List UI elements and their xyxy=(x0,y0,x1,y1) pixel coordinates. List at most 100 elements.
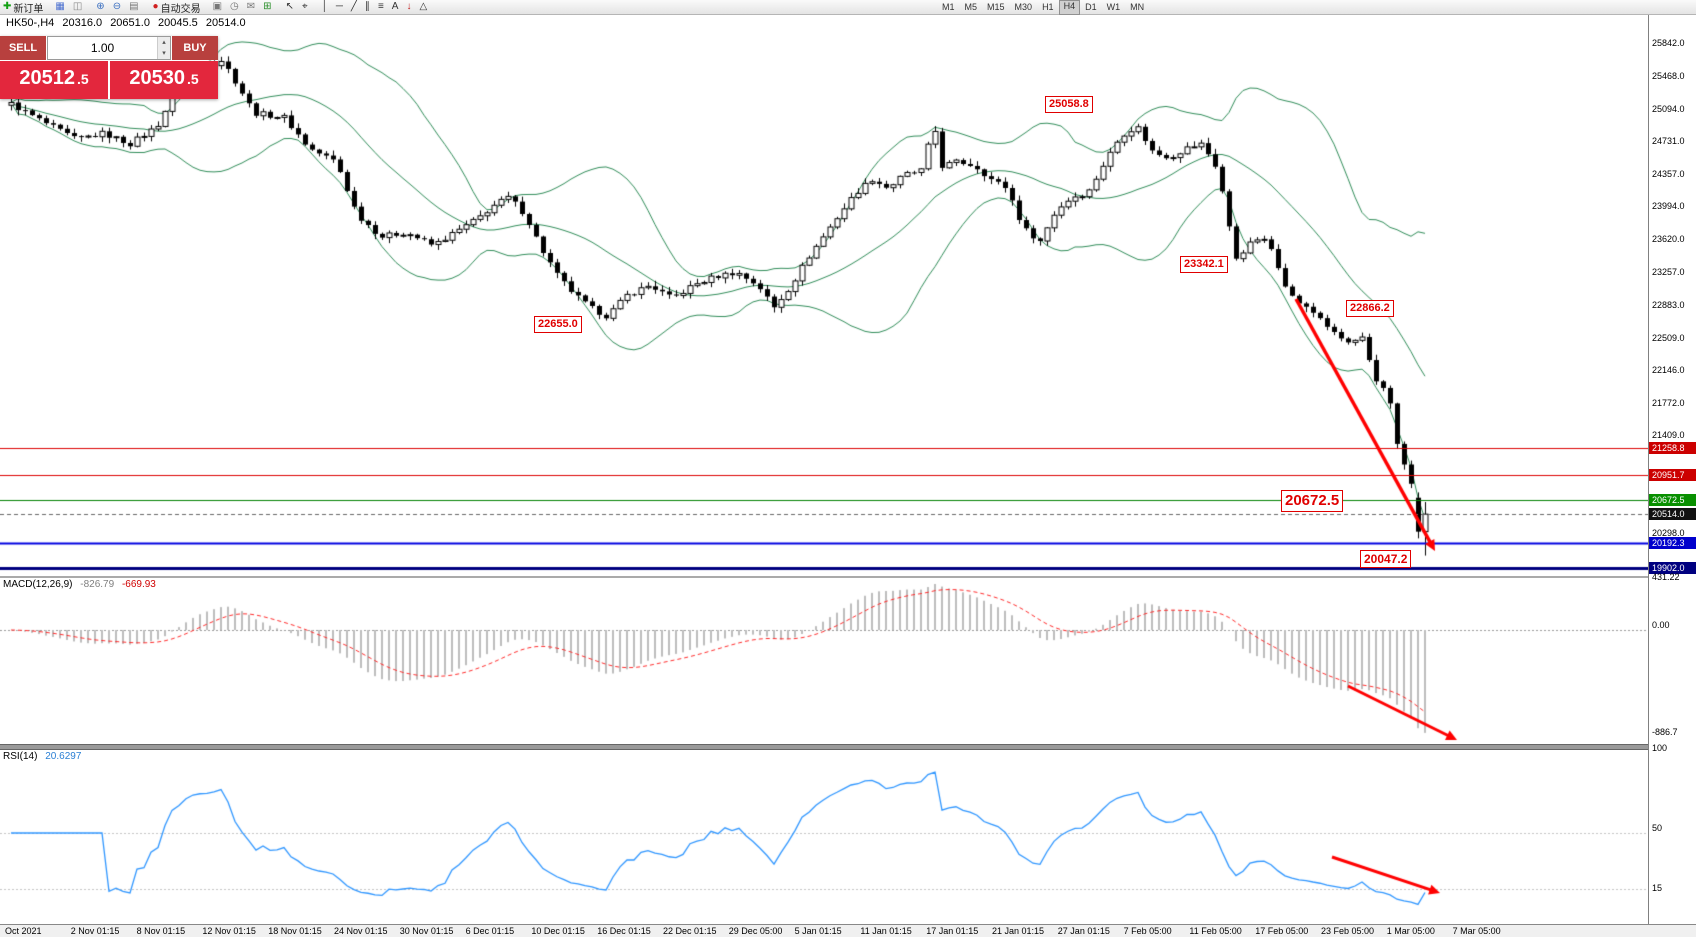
time-axis-label: 22 Dec 01:15 xyxy=(663,926,717,936)
vertical-line-tool[interactable]: │ xyxy=(319,0,333,14)
cursor-tool[interactable]: ↖ xyxy=(283,0,299,14)
tf-button-M1[interactable]: M1 xyxy=(942,1,955,12)
symbol-period: HK50-,H4 xyxy=(6,17,55,29)
toolbar-items: ✚ 新订单 ▦ ◫ ⊕ ⊖ ▤ ● 自动交易 ▣ ◷ ✉ ⊞ ↖ ⌖ │ ─ ╱ ∥ ≡ A ↓ △ xyxy=(0,0,432,15)
new-order-button[interactable]: ✚ 新订单 xyxy=(0,0,46,15)
time-axis-label: 30 Nov 01:15 xyxy=(399,926,454,936)
volume-field[interactable]: 1.00 ▴ ▾ xyxy=(47,36,171,60)
price-axis-tick: 23257.0 xyxy=(1652,266,1685,277)
new-chart-window-button[interactable]: ◫ xyxy=(70,0,87,14)
text-tool[interactable]: A xyxy=(389,0,404,14)
price-axis-tick: 22883.0 xyxy=(1652,299,1685,310)
time-axis-label: 11 Feb 05:00 xyxy=(1189,926,1242,936)
cascade-icon: ▣ xyxy=(212,1,223,12)
trendline-tool[interactable]: ╱ xyxy=(348,0,362,14)
tf-button-M5[interactable]: M5 xyxy=(964,1,978,12)
channel-tool[interactable]: ∥ xyxy=(362,0,375,14)
buy-price-display[interactable]: 20530 .5 xyxy=(110,61,218,99)
time-axis-label: 18 Nov 01:15 xyxy=(268,926,322,936)
ohlc-high: 20651.0 xyxy=(110,17,150,29)
price-tag: 20672.5 xyxy=(1649,494,1696,507)
price-axis-tick: 21409.0 xyxy=(1652,430,1685,440)
crosshair-tool[interactable]: ⌖ xyxy=(299,0,313,14)
horizontal-line-tool[interactable]: ─ xyxy=(333,0,348,14)
add-indicator-button[interactable]: ⊞ xyxy=(260,0,276,14)
time-axis-label: 17 Jan 01:15 xyxy=(926,926,979,936)
macd-axis-label: 0.00 xyxy=(1652,620,1670,630)
tf-button-W1[interactable]: W1 xyxy=(1106,1,1121,12)
price-tag: 20192.3 xyxy=(1649,536,1696,549)
shapes-tool[interactable]: △ xyxy=(416,0,432,14)
macd-label: MACD(12,26,9) -826.79 -669.93 xyxy=(3,579,156,590)
price-axis-tick: 25094.0 xyxy=(1652,104,1685,115)
volume-increase-button[interactable]: ▴ xyxy=(158,37,170,48)
tf-button-H1[interactable]: H1 xyxy=(1042,1,1054,12)
tf-button-MN[interactable]: MN xyxy=(1130,1,1145,12)
rsi-canvas[interactable] xyxy=(0,750,1648,924)
new-order-button-label: 新订单 xyxy=(13,3,44,15)
price-tag: 20514.0 xyxy=(1649,508,1696,521)
macd-name: MACD(12,26,9) xyxy=(3,579,73,590)
time-axis-label: 23 Feb 05:00 xyxy=(1321,926,1375,936)
time-axis-label: 29 Dec 05:00 xyxy=(728,926,783,936)
sell-button[interactable]: SELL xyxy=(0,36,46,60)
price-axis[interactable]: 25842.0 25468.0 25094.0 24731.0 24357.0 23994… xyxy=(1648,14,1696,924)
tf-button-M15[interactable]: M15 xyxy=(987,1,1005,12)
macd-canvas[interactable] xyxy=(0,578,1648,744)
buy-price-main: 20530 xyxy=(129,67,185,89)
zoom-in-button[interactable]: ⊕ xyxy=(93,0,109,14)
autotrading-button-label: 自动交易 xyxy=(160,3,201,15)
plus-icon: ✚ xyxy=(3,1,12,12)
autotrading-button[interactable]: ● 自动交易 xyxy=(150,0,204,15)
zoom-in-icon: ⊕ xyxy=(96,1,105,12)
macd-rsi-separator[interactable] xyxy=(0,744,1648,750)
price-annotation: 20672.5 xyxy=(1281,490,1344,513)
fibonacci-tool[interactable]: ≡ xyxy=(375,0,389,14)
price-annotation: 22655.0 xyxy=(534,316,582,333)
clock-icon: ◷ xyxy=(230,1,239,12)
price-axis-tick: 22146.0 xyxy=(1652,364,1685,375)
time-axis-label: 12 Nov 01:15 xyxy=(202,926,256,936)
price-tag: 21258.8 xyxy=(1649,442,1696,455)
price-axis-tick: 23994.0 xyxy=(1652,201,1685,212)
chart-macd-separator[interactable] xyxy=(0,576,1648,578)
price-tag: 20951.7 xyxy=(1649,469,1696,482)
time-axis[interactable]: Oct 2021 2 Nov 01:15 8 Nov 01:15 12 Nov 01:… xyxy=(0,924,1696,937)
macd-value-main: -826.79 xyxy=(80,579,115,590)
zoom-out-button[interactable]: ⊖ xyxy=(110,0,126,14)
plus-chart-icon: ⊞ xyxy=(263,1,272,12)
chart-ohlc-header: HK50-,H4 20316.0 20651.0 20045.5 20514.0 xyxy=(6,17,251,29)
time-axis-label: 27 Jan 01:15 xyxy=(1057,926,1110,936)
cascade-windows-button[interactable]: ▣ xyxy=(210,0,227,14)
mailbox-button[interactable]: ✉ xyxy=(244,0,260,14)
main-chart-canvas[interactable] xyxy=(0,14,1648,576)
price-axis-tick: 24357.0 xyxy=(1652,169,1685,180)
tf-button-M30[interactable]: M30 xyxy=(1014,1,1033,12)
chart-window-icon: ◫ xyxy=(72,1,83,12)
horizontal-line-icon: ─ xyxy=(335,1,343,12)
market-watch-button[interactable]: ▦ xyxy=(52,0,69,14)
tf-button-H4[interactable]: H4 xyxy=(1058,0,1081,15)
tile-windows-icon: ▤ xyxy=(129,1,139,12)
buy-button[interactable]: BUY xyxy=(172,36,218,60)
tile-windows-button[interactable]: ▤ xyxy=(126,0,143,14)
toolbar: ✚ 新订单 ▦ ◫ ⊕ ⊖ ▤ ● 自动交易 ▣ ◷ ✉ ⊞ ↖ ⌖ │ ─ ╱ ∥ ≡ A ↓ △ M1 M5 M15 M30 H… xyxy=(0,0,1696,15)
tf-button-D1[interactable]: D1 xyxy=(1085,1,1097,12)
time-axis-label: Oct 2021 xyxy=(5,926,42,936)
cursor-icon: ↖ xyxy=(285,1,294,12)
price-annotation: 25058.8 xyxy=(1045,96,1093,113)
volume-decrease-button[interactable]: ▾ xyxy=(158,48,170,59)
period-button[interactable]: ◷ xyxy=(227,0,244,14)
price-axis-tick: 20298.0 xyxy=(1652,528,1685,539)
macd-value-signal: -669.93 xyxy=(121,579,156,590)
rsi-label: RSI(14) 20.6297 xyxy=(3,751,81,762)
shapes-icon: △ xyxy=(419,1,428,12)
time-axis-label: 7 Feb 05:00 xyxy=(1123,926,1172,936)
price-axis-tick: 23620.0 xyxy=(1652,234,1685,245)
volume-value[interactable]: 1.00 xyxy=(90,41,115,55)
grid-icon: ▦ xyxy=(55,1,65,12)
fibonacci-icon: ≡ xyxy=(377,1,384,12)
sell-price-display[interactable]: 20512 .5 xyxy=(0,61,108,99)
arrow-object-tool[interactable]: ↓ xyxy=(403,0,416,14)
arrow-icon: ↓ xyxy=(406,1,412,12)
